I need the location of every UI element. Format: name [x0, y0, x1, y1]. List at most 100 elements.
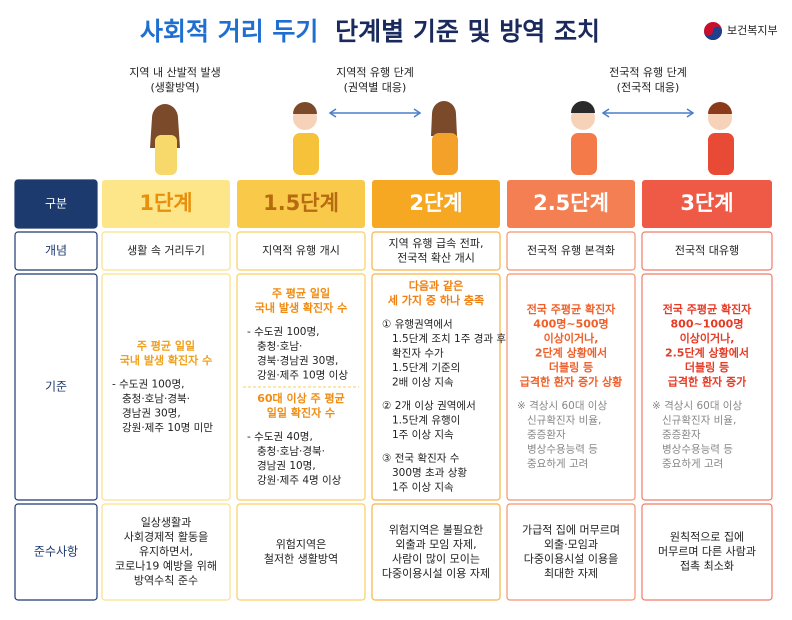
cell-text: 전국적 확산 개시 — [397, 251, 475, 264]
cell-text: 전국적 유행 본격화 — [527, 244, 615, 257]
criteria-text: ③ 전국 확진자 수 — [382, 452, 460, 465]
criteria-note: 신규확진자 비율, — [527, 414, 601, 427]
stage-header-cell — [507, 180, 635, 228]
table-cell — [506, 503, 636, 601]
cell-text: 다중이용시설 이용을 — [524, 552, 619, 565]
criteria-text: 1.5단계 조치 1주 경과 후, — [392, 332, 509, 345]
cell-text: 머무르며 다른 사람과 — [658, 545, 756, 558]
criteria-text: - 수도권 40명, — [247, 431, 313, 443]
cell-text: 방역수칙 준수 — [134, 574, 198, 587]
criteria-highlight: 2.5단계 상황에서 — [665, 346, 749, 360]
cell-text: 다중이용시설 이용 자제 — [382, 567, 490, 580]
illustrations — [150, 101, 734, 175]
criteria-highlight: 일일 확진자 수 — [267, 405, 335, 419]
criteria-text: 경남권 30명, — [122, 406, 181, 419]
annotation-text: (권역별 대응) — [344, 81, 407, 94]
cell-text: 원칙적으로 집에 — [670, 531, 744, 544]
cell-text: 위험지역은 — [276, 538, 327, 551]
stage-header-cell — [237, 180, 365, 228]
criteria-text: 2배 이상 지속 — [392, 377, 454, 389]
criteria-highlight: 더블링 등 — [685, 360, 729, 374]
criteria-highlight: 더블링 등 — [549, 360, 593, 374]
cell-text: 전국적 대유행 — [675, 244, 739, 257]
criteria-highlight: 주 평균 일일 — [137, 338, 195, 352]
criteria-text: 충청·호남·경북· — [122, 392, 190, 405]
criteria-note: 중요하게 고려 — [662, 457, 723, 470]
row-label-cell — [14, 179, 98, 229]
table-cell — [641, 273, 773, 501]
row-label: 준수사항 — [34, 545, 78, 559]
stage-name: 2.5단계 — [533, 191, 609, 215]
title: 사회적 거리 두기 단계별 기준 및 방역 조치 — [140, 17, 600, 46]
cell-text: 유지하면서, — [139, 544, 193, 558]
annotation-text: (전국적 대응) — [617, 81, 680, 94]
criteria-text: - 수도권 100명, — [247, 326, 319, 338]
annotation-text: 지역 내 산발적 발생 — [129, 66, 220, 79]
arrow-head — [328, 108, 422, 118]
criteria-highlight: 이상이거나, — [680, 331, 735, 345]
table-cell — [236, 231, 366, 271]
cell-text: 일상생활과 — [141, 515, 192, 529]
criteria-highlight: 전국 주평균 확진자 — [663, 302, 752, 316]
stage-header-cell — [372, 180, 500, 228]
cell-text: 가급적 집에 머무르며 — [522, 523, 620, 536]
arrow-head — [601, 108, 695, 118]
criteria-text: 1주 이상 지속 — [392, 429, 454, 441]
table-cell — [506, 231, 636, 271]
stage-name: 3단계 — [680, 191, 733, 215]
criteria-highlight: 2단계 상황에서 — [535, 346, 607, 360]
cell-text: 외출과 모임 자제, — [395, 538, 476, 551]
row-label: 개념 — [45, 244, 67, 258]
criteria-highlight: 세 가지 중 하나 충족 — [388, 293, 484, 307]
cell-text: 최대한 자제 — [544, 567, 598, 580]
criteria-text: ② 2개 이상 권역에서 — [382, 400, 476, 412]
stage-header-cell — [102, 180, 230, 228]
criteria-text: 충청·호남· — [257, 340, 302, 352]
criteria-note: 신규확진자 비율, — [662, 414, 736, 427]
criteria-highlight: 급격한 환자 증가 상황 — [520, 375, 623, 389]
criteria-highlight: 800~1000명 — [671, 317, 744, 331]
criteria-highlight: 국내 발생 확진자 수 — [120, 353, 212, 367]
criteria-text: ① 유행권역에서 — [382, 319, 453, 331]
criteria-note: 병상수용능력 등 — [662, 444, 733, 456]
stage-header-cell — [642, 180, 772, 228]
criteria-text: 1.5단계 기준의 — [392, 362, 460, 374]
criteria-note: 중증환자 — [527, 429, 566, 441]
criteria-highlight: 이상이거나, — [544, 331, 599, 345]
annotation-text: (생활방역) — [150, 80, 199, 94]
table-cell — [101, 273, 231, 501]
cell-text: 위험지역은 불필요한 — [389, 523, 484, 536]
table-cell — [641, 503, 773, 601]
criteria-note: 중요하게 고려 — [527, 457, 588, 470]
table-cell — [506, 273, 636, 501]
criteria-highlight: 60대 이상 주 평균 — [257, 391, 345, 405]
cell-text: 사회경제적 활동을 — [124, 530, 208, 544]
cell-text: 접촉 최소화 — [680, 560, 734, 573]
row-label-cell — [14, 503, 98, 601]
criteria-note: ※ 격상시 60대 이상 — [652, 399, 742, 412]
criteria-text: 경북·경남권 30명, — [257, 354, 338, 367]
criteria-highlight: 전국 주평균 확진자 — [527, 302, 616, 316]
stage-name: 1.5단계 — [263, 191, 339, 215]
criteria-note: 병상수용능력 등 — [527, 444, 598, 456]
criteria-text: 강원·제주 4명 이상 — [257, 474, 342, 486]
criteria-text: - 수도권 100명, — [112, 378, 184, 390]
criteria-highlight: 주 평균 일일 — [272, 286, 330, 300]
row-label-cell — [14, 273, 98, 501]
criteria-highlight: 국내 발생 확진자 수 — [255, 300, 347, 314]
ministry-name: 보건복지부 — [727, 24, 778, 37]
row-label-cell — [14, 231, 98, 271]
cell-text: 철저한 생활방역 — [264, 551, 338, 565]
criteria-text: 300명 초과 상황 — [392, 467, 467, 479]
criteria-note: ※ 격상시 60대 이상 — [517, 399, 607, 412]
row-label: 구분 — [45, 197, 67, 211]
criteria-highlight: 400명~500명 — [533, 317, 608, 331]
title-part: 단계별 기준 및 방역 조치 — [335, 17, 600, 46]
cell-text: 지역 유행 급속 전파, — [389, 237, 484, 250]
cell-text: 외출·모임과 — [544, 538, 598, 551]
criteria-text: 경남권 10명, — [257, 459, 316, 472]
logo-icon — [704, 26, 722, 40]
criteria-highlight: 다음과 같은 — [409, 279, 463, 293]
